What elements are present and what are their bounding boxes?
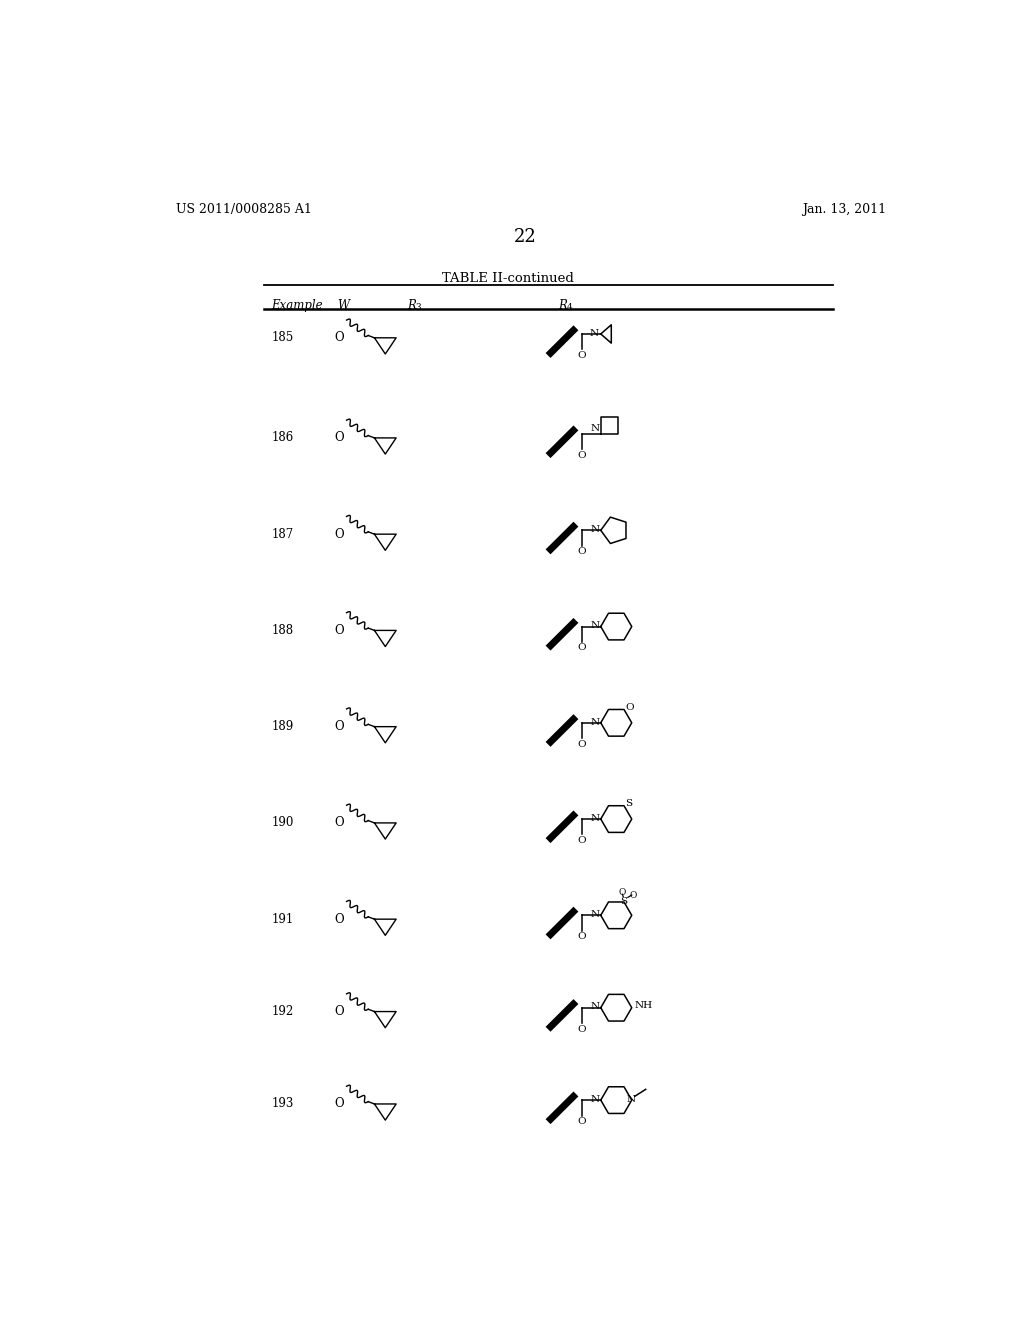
Text: Jan. 13, 2011: Jan. 13, 2011 bbox=[802, 203, 887, 216]
Text: Example: Example bbox=[271, 300, 323, 313]
Text: NH: NH bbox=[634, 1001, 652, 1010]
Text: 3: 3 bbox=[416, 304, 421, 312]
Text: N: N bbox=[590, 525, 599, 535]
Text: N: N bbox=[627, 1094, 636, 1104]
Text: O: O bbox=[626, 702, 634, 711]
Text: TABLE II-continued: TABLE II-continued bbox=[441, 272, 573, 285]
Text: 191: 191 bbox=[271, 912, 294, 925]
Text: N: N bbox=[590, 718, 599, 726]
Text: W: W bbox=[337, 300, 349, 313]
Text: N: N bbox=[589, 329, 598, 338]
Text: 189: 189 bbox=[271, 721, 294, 733]
Text: O: O bbox=[578, 451, 587, 459]
Text: O: O bbox=[618, 888, 626, 898]
Text: O: O bbox=[334, 721, 344, 733]
Text: 187: 187 bbox=[271, 528, 294, 541]
Text: US 2011/0008285 A1: US 2011/0008285 A1 bbox=[176, 203, 312, 216]
Text: N: N bbox=[590, 622, 599, 630]
Text: 190: 190 bbox=[271, 816, 294, 829]
Text: O: O bbox=[578, 644, 587, 652]
Text: N: N bbox=[590, 1002, 599, 1011]
Text: O: O bbox=[334, 912, 344, 925]
Text: O: O bbox=[334, 624, 344, 638]
Text: R: R bbox=[558, 300, 567, 313]
Text: O: O bbox=[578, 1117, 587, 1126]
Text: O: O bbox=[578, 739, 587, 748]
Text: O: O bbox=[334, 432, 344, 445]
Text: 186: 186 bbox=[271, 432, 294, 445]
Text: O: O bbox=[578, 351, 587, 360]
Text: 185: 185 bbox=[271, 331, 294, 345]
Text: O: O bbox=[334, 816, 344, 829]
Text: 193: 193 bbox=[271, 1097, 294, 1110]
Text: O: O bbox=[578, 932, 587, 941]
Text: N: N bbox=[590, 909, 599, 919]
Text: 192: 192 bbox=[271, 1005, 294, 1018]
Text: O: O bbox=[578, 548, 587, 556]
Text: N: N bbox=[590, 814, 599, 822]
Text: 4: 4 bbox=[566, 304, 572, 312]
Text: 22: 22 bbox=[513, 227, 537, 246]
Text: O: O bbox=[334, 1005, 344, 1018]
Text: R: R bbox=[407, 300, 416, 313]
Text: S: S bbox=[621, 896, 628, 906]
Text: O: O bbox=[334, 528, 344, 541]
Text: O: O bbox=[578, 836, 587, 845]
Text: N: N bbox=[590, 1094, 599, 1104]
Text: S: S bbox=[626, 799, 633, 808]
Text: N: N bbox=[591, 424, 600, 433]
Text: O: O bbox=[334, 331, 344, 345]
Text: 188: 188 bbox=[271, 624, 294, 638]
Text: O: O bbox=[630, 891, 637, 900]
Text: O: O bbox=[578, 1024, 587, 1034]
Text: O: O bbox=[334, 1097, 344, 1110]
